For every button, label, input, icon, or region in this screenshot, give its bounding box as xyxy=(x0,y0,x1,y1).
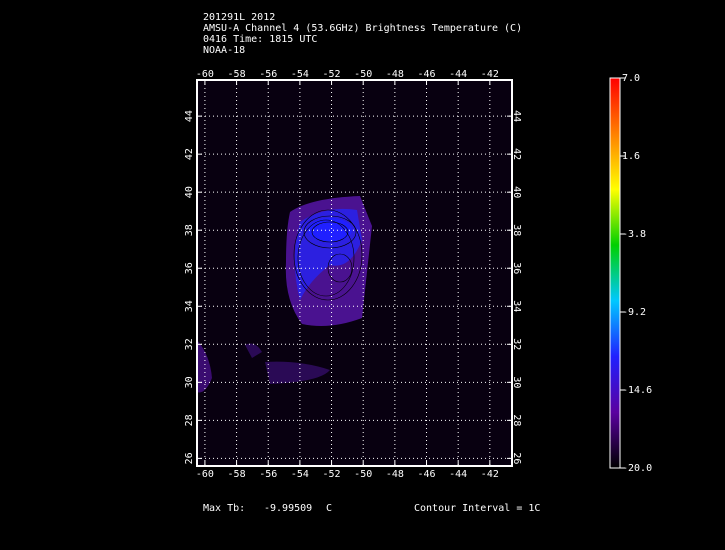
field-blob xyxy=(197,340,212,393)
y-tick-label: 32 xyxy=(184,338,195,350)
x-tick-label: -60 xyxy=(196,69,214,80)
contours xyxy=(293,209,363,301)
y-tick-label: 36 xyxy=(184,262,195,274)
field-blob xyxy=(265,361,330,384)
colorbar xyxy=(609,77,621,469)
y-tick-label: 30 xyxy=(184,376,195,388)
title-line: 201291L 2012 xyxy=(203,12,275,23)
field-blob xyxy=(245,343,262,358)
x-tick-label: -58 xyxy=(228,469,246,480)
x-tick-label: -42 xyxy=(481,69,499,80)
colorbar-label: -3.8 xyxy=(622,229,646,240)
contour-interval: Contour Interval = 1C xyxy=(414,503,540,514)
y-tick-label: 28 xyxy=(511,414,522,426)
colorbar-label: -14.6 xyxy=(622,385,652,396)
max-value: -9.99509 xyxy=(264,503,312,514)
y-tick-label: 34 xyxy=(511,300,522,312)
y-tick-label: 32 xyxy=(511,338,522,350)
colorbar-label: -9.2 xyxy=(622,307,646,318)
title-line: 0416 Time: 1815 UTC xyxy=(203,34,317,45)
colorbar-label: 7.0 xyxy=(622,73,640,84)
x-tick-label: -56 xyxy=(259,69,277,80)
max-label: Max Tb: xyxy=(203,503,245,514)
title-line: AMSU-A Channel 4 (53.6GHz) Brightness Te… xyxy=(203,23,522,34)
y-tick-label: 34 xyxy=(184,300,195,312)
y-tick-label: 42 xyxy=(511,148,522,160)
x-tick-label: -58 xyxy=(228,69,246,80)
x-tick-label: -44 xyxy=(449,69,467,80)
y-tick-label: 28 xyxy=(184,414,195,426)
colorbar-label: 1.6 xyxy=(622,151,640,162)
max-unit: C xyxy=(326,503,332,514)
plot-frame xyxy=(196,79,513,467)
x-tick-label: -54 xyxy=(291,69,309,80)
y-tick-label: 44 xyxy=(511,110,522,122)
x-tick-label: -44 xyxy=(449,469,467,480)
x-tick-label: -48 xyxy=(386,69,404,80)
colorbar-label: -20.0 xyxy=(622,463,652,474)
x-tick-label: -54 xyxy=(291,469,309,480)
x-tick-label: -42 xyxy=(481,469,499,480)
x-tick-label: -48 xyxy=(386,469,404,480)
y-tick-label: 36 xyxy=(511,262,522,274)
y-tick-label: 26 xyxy=(511,452,522,464)
x-tick-label: -52 xyxy=(323,69,341,80)
y-tick-label: 40 xyxy=(511,186,522,198)
x-tick-label: -52 xyxy=(323,469,341,480)
y-tick-label: 44 xyxy=(184,110,195,122)
x-tick-label: -46 xyxy=(417,69,435,80)
x-tick-label: -56 xyxy=(259,469,277,480)
x-tick-label: -60 xyxy=(196,469,214,480)
x-tick-label: -50 xyxy=(354,69,372,80)
title-line: NOAA-18 xyxy=(203,45,245,56)
field xyxy=(197,196,372,393)
y-tick-label: 38 xyxy=(511,224,522,236)
x-tick-label: -50 xyxy=(354,469,372,480)
y-tick-label: 26 xyxy=(184,452,195,464)
y-tick-label: 42 xyxy=(184,148,195,160)
x-tick-label: -46 xyxy=(417,469,435,480)
y-tick-label: 30 xyxy=(511,376,522,388)
y-tick-label: 38 xyxy=(184,224,195,236)
y-tick-label: 40 xyxy=(184,186,195,198)
